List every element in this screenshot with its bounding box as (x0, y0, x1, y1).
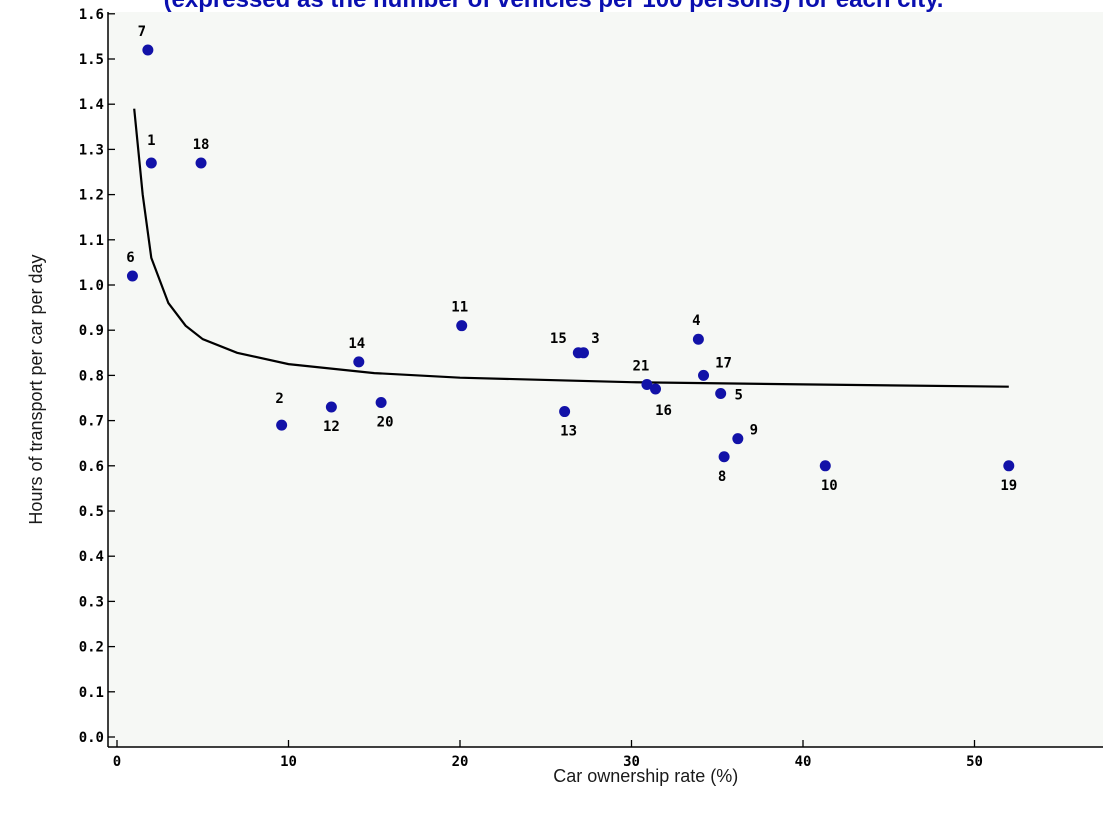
point-label-6: 6 (126, 250, 134, 266)
data-point-17 (698, 369, 710, 381)
point-label-9: 9 (750, 423, 758, 439)
point-label-4: 4 (692, 313, 700, 329)
plot-area (108, 12, 1103, 747)
y-tick-label: 1.1 (79, 233, 104, 249)
y-tick-label: 1.0 (79, 278, 104, 294)
data-point-1 (145, 157, 157, 169)
data-point-5 (715, 387, 727, 399)
y-tick-label: 1.4 (79, 97, 104, 113)
y-axis-title: Hours of transport per car per day (26, 254, 46, 524)
data-point-7 (142, 44, 154, 56)
point-label-3: 3 (591, 331, 599, 347)
data-point-19 (1003, 460, 1015, 472)
data-point-13 (559, 406, 571, 418)
data-point-14 (353, 356, 365, 368)
point-label-18: 18 (193, 137, 210, 153)
point-label-21: 21 (633, 358, 650, 374)
y-tick-label: 1.2 (79, 188, 104, 204)
data-point-8 (718, 451, 730, 463)
point-label-8: 8 (718, 469, 726, 485)
point-label-16: 16 (655, 403, 672, 419)
y-tick-label: 1.6 (79, 7, 104, 23)
y-tick-label: 0.6 (79, 459, 104, 475)
y-tick-label: 0.2 (79, 640, 104, 656)
y-tick-label: 0.5 (79, 504, 104, 520)
y-tick-label: 0.7 (79, 414, 104, 430)
y-tick-label: 0.4 (79, 549, 104, 565)
data-point-16 (650, 383, 662, 395)
fit-curve (133, 108, 1009, 388)
y-tick-label: 1.5 (79, 52, 104, 68)
chart-title: (expressed as the number of vehicles per… (0, 0, 1107, 14)
x-tick-label: 0 (113, 754, 121, 770)
x-tick-label: 50 (966, 754, 983, 770)
point-label-14: 14 (348, 336, 365, 352)
y-tick-label: 0.1 (79, 685, 104, 701)
x-axis-title: Car ownership rate (%) (553, 766, 738, 786)
data-point-4 (692, 333, 704, 345)
point-label-2: 2 (275, 391, 283, 407)
y-tick-label: 1.3 (79, 142, 104, 158)
point-label-13: 13 (560, 424, 577, 440)
axes: 0.0 0.1 0.2 0.3 0.4 0.5 0.6 0.7 0.8 0.9 1.0 1.1 1.2 1… (79, 7, 1103, 770)
point-label-20: 20 (377, 415, 394, 431)
point-label-17: 17 (715, 355, 732, 371)
data-point-2 (276, 419, 288, 431)
data-point-18 (195, 157, 207, 169)
y-tick-label: 0.3 (79, 594, 104, 610)
y-tick-label: 0.0 (79, 730, 104, 746)
data-point-21 (641, 378, 653, 390)
point-label-5: 5 (734, 387, 742, 403)
data-point-12 (325, 401, 337, 413)
point-label-7: 7 (138, 24, 146, 40)
point-label-11: 11 (451, 300, 468, 316)
x-tick-label: 10 (280, 754, 297, 770)
data-point-9 (732, 433, 744, 445)
data-point-20 (375, 397, 387, 409)
x-tick-label: 20 (452, 754, 469, 770)
data-point-11 (456, 320, 468, 332)
point-label-15: 15 (550, 331, 567, 347)
data-point-6 (126, 270, 138, 282)
y-tick-label: 0.8 (79, 368, 104, 384)
point-label-19: 19 (1000, 478, 1017, 494)
data-point-15 (572, 347, 584, 359)
y-tick-label: 0.9 (79, 323, 104, 339)
point-label-1: 1 (147, 133, 155, 149)
x-tick-label: 30 (623, 754, 640, 770)
x-tick-label: 40 (795, 754, 812, 770)
point-label-10: 10 (821, 478, 838, 494)
data-point-10 (819, 460, 831, 472)
point-label-12: 12 (323, 419, 340, 435)
